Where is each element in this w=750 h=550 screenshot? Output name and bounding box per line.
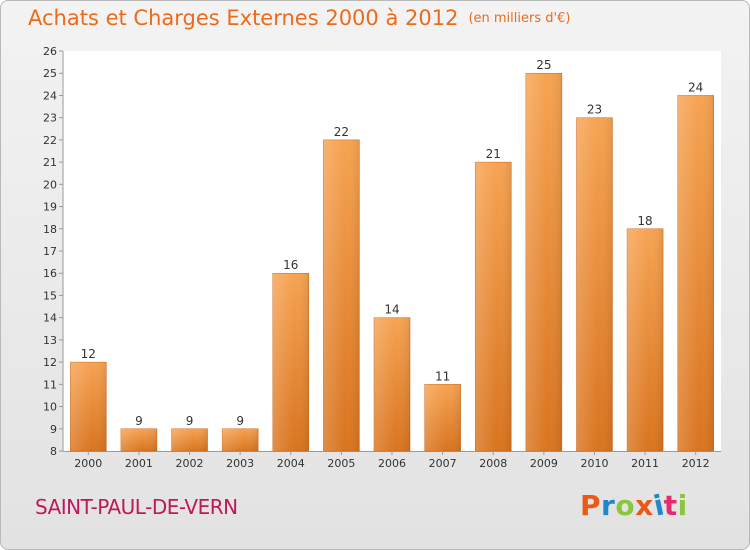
logo-letter: i [677, 489, 688, 522]
y-tick-label: 23 [43, 112, 57, 125]
bar-shading [272, 273, 309, 451]
bar-shading [374, 317, 410, 451]
bar-value-label: 9 [236, 414, 244, 428]
y-tick-label: 8 [50, 445, 57, 458]
x-tick-label: 2006 [378, 457, 406, 470]
bar-value-label: 11 [435, 369, 450, 383]
y-tick-label: 9 [50, 423, 57, 436]
bar-shading [171, 428, 208, 451]
y-tick-label: 10 [43, 401, 57, 414]
x-tick-label: 2012 [682, 457, 710, 470]
y-tick-label: 21 [43, 156, 57, 169]
x-tick-label: 2000 [74, 457, 102, 470]
y-tick-label: 24 [43, 89, 57, 102]
y-tick-label: 20 [43, 178, 57, 191]
logo-letter: P [580, 489, 602, 522]
y-tick-label: 15 [43, 289, 57, 302]
bar-shading [120, 428, 157, 451]
y-tick-label: 22 [43, 134, 57, 147]
bar-shading [627, 228, 664, 451]
bar-value-label: 18 [637, 214, 652, 228]
bar-shading [677, 95, 714, 451]
logo-letter: x [635, 489, 654, 522]
bar-shading [576, 117, 613, 452]
bar-value-label: 16 [283, 258, 298, 272]
y-tick-label: 14 [43, 312, 57, 325]
bar-shading [70, 362, 107, 451]
commune-name: SAINT-PAUL-DE-VERN [35, 495, 238, 519]
proxiti-logo[interactable]: Proxiti [580, 488, 688, 522]
bar-value-label: 24 [688, 80, 703, 94]
chart-title-text: Achats et Charges Externes 2000 à 2012 [28, 6, 459, 30]
x-tick-label: 2005 [327, 457, 355, 470]
x-tick-label: 2008 [479, 457, 507, 470]
y-tick-label: 18 [43, 223, 57, 236]
x-tick-label: 2011 [631, 457, 659, 470]
x-tick-label: 2001 [125, 457, 153, 470]
x-tick-label: 2010 [580, 457, 608, 470]
y-tick-label: 17 [43, 245, 57, 258]
bar-value-label: 23 [587, 103, 602, 117]
bar-shading [525, 73, 562, 451]
y-tick-label: 13 [43, 334, 57, 347]
x-tick-label: 2009 [530, 457, 558, 470]
y-tick-label: 16 [43, 267, 57, 280]
logo-letter: r [601, 489, 616, 522]
bar-value-label: 12 [81, 347, 96, 361]
bar-shading [222, 428, 259, 451]
x-tick-label: 2007 [429, 457, 457, 470]
bar-value-label: 9 [135, 414, 143, 428]
bar-shading [475, 162, 512, 451]
y-tick-label: 11 [43, 378, 57, 391]
x-tick-label: 2002 [176, 457, 204, 470]
bar-shading [424, 384, 461, 451]
x-tick-label: 2003 [226, 457, 254, 470]
bar-value-label: 9 [186, 414, 194, 428]
y-tick-label: 25 [43, 67, 57, 80]
bar-value-label: 25 [536, 58, 551, 72]
y-tick-label: 19 [43, 201, 57, 214]
logo-letter: o [615, 489, 636, 522]
bar-value-label: 22 [334, 125, 349, 139]
y-tick-label: 26 [43, 45, 57, 58]
y-tick-label: 12 [43, 356, 57, 369]
bar-value-label: 14 [384, 303, 399, 317]
chart-title: Achats et Charges Externes 2000 à 2012 (e… [28, 6, 570, 30]
x-tick-label: 2004 [277, 457, 305, 470]
logo-letter: t [663, 489, 678, 522]
bar-value-label: 21 [486, 147, 501, 161]
chart-unit: (en milliers d'€) [468, 11, 571, 26]
bar-shading [323, 139, 360, 451]
